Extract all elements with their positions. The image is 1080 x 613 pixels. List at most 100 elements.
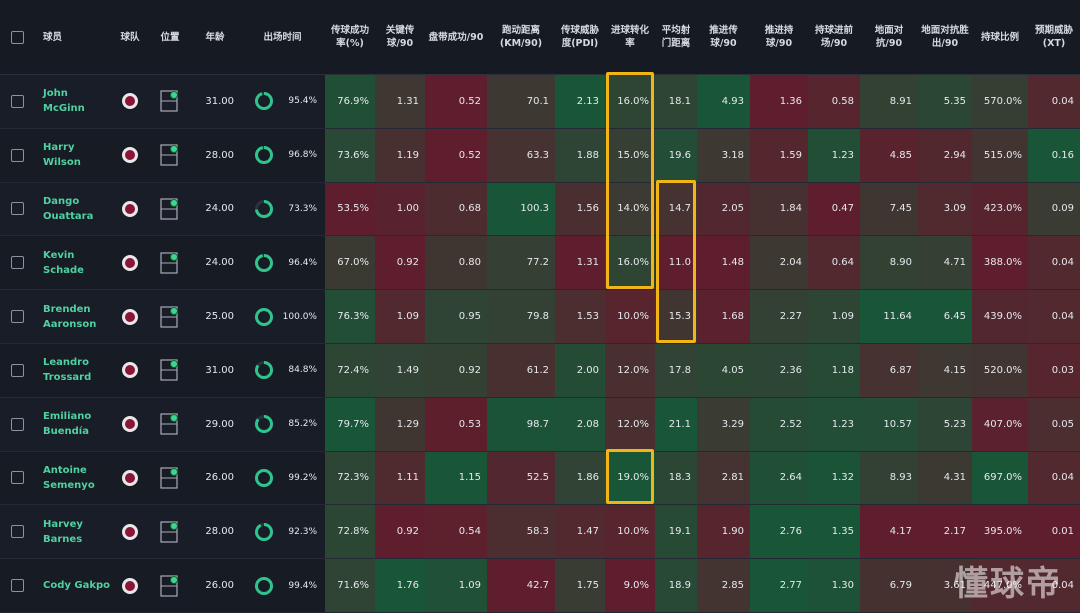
player-name[interactable]: Harry Wilson xyxy=(35,128,110,183)
stat-value: 0.04 xyxy=(1028,290,1080,344)
row-select[interactable] xyxy=(0,559,35,613)
minutes-cell: 96.4% xyxy=(240,236,325,291)
ring-arc xyxy=(255,415,273,434)
ring-arc xyxy=(255,253,273,272)
checkbox[interactable] xyxy=(11,256,24,270)
row-select[interactable] xyxy=(0,397,35,452)
minutes-cell: 100.0% xyxy=(240,290,325,344)
column-header[interactable]: 球队 xyxy=(110,0,150,75)
stat-value: 1.31 xyxy=(555,236,605,291)
stat-value: 2.08 xyxy=(555,397,605,452)
player-name[interactable]: Dango Ouattara xyxy=(35,182,110,237)
column-header[interactable]: 地面对抗/90 xyxy=(860,0,918,75)
column-header[interactable]: 位置 xyxy=(150,0,190,75)
row-select[interactable] xyxy=(0,505,35,560)
stat-value: 0.92 xyxy=(375,236,425,291)
ring-arc xyxy=(255,199,273,218)
stat-value: 6.79 xyxy=(860,559,918,613)
stat-value: 0.54 xyxy=(425,505,487,560)
stat-value: 2.27 xyxy=(750,290,808,344)
stat-value: 58.3 xyxy=(487,505,555,560)
player-name[interactable]: Kevin Schade xyxy=(35,236,110,291)
checkbox[interactable] xyxy=(11,417,24,431)
column-header[interactable]: 平均射门距离 xyxy=(655,0,697,75)
checkbox[interactable] xyxy=(11,202,24,216)
position-cell xyxy=(150,290,190,344)
column-header[interactable]: 出场时间 xyxy=(240,0,325,75)
column-header[interactable]: 持球进前场/90 xyxy=(808,0,860,75)
column-header[interactable]: 关键传球/90 xyxy=(375,0,425,75)
row-select[interactable] xyxy=(0,182,35,237)
checkbox[interactable] xyxy=(11,94,24,108)
stat-value: 11.0 xyxy=(655,236,697,291)
stat-value: 0.58 xyxy=(808,75,860,129)
checkbox[interactable] xyxy=(11,30,24,44)
minutes-cell: 85.2% xyxy=(240,397,325,452)
team-badge-cell xyxy=(110,128,150,183)
stat-value: 407.0% xyxy=(972,397,1028,452)
row-select[interactable] xyxy=(0,236,35,291)
player-name[interactable]: Antoine Semenyo xyxy=(35,451,110,506)
stat-value: 14.0% xyxy=(605,182,655,237)
stat-value: 14.7 xyxy=(655,182,697,237)
stat-value: 2.94 xyxy=(918,128,972,183)
minutes-ring xyxy=(255,92,273,111)
player-name[interactable]: Brenden Aaronson xyxy=(35,290,110,344)
minutes-value: 92.3% xyxy=(288,526,317,537)
stat-value: 4.17 xyxy=(860,505,918,560)
column-header[interactable]: 持球比例 xyxy=(972,0,1028,75)
checkbox[interactable] xyxy=(11,579,24,593)
row-select[interactable] xyxy=(0,75,35,129)
column-header[interactable]: 传球成功率(%) xyxy=(325,0,375,75)
column-header[interactable]: 年龄 xyxy=(190,0,240,75)
stat-value: 4.05 xyxy=(697,344,750,398)
player-name[interactable]: Emiliano Buendía xyxy=(35,397,110,452)
checkbox[interactable] xyxy=(11,525,24,539)
stat-value: 67.0% xyxy=(325,236,375,291)
stat-value: 17.8 xyxy=(655,344,697,398)
stat-value: 19.0% xyxy=(605,451,655,506)
row-select[interactable] xyxy=(0,290,35,344)
minutes-ring xyxy=(255,576,273,595)
stat-value: 1.00 xyxy=(375,182,425,237)
stat-value: 18.3 xyxy=(655,451,697,506)
column-header[interactable]: 地面对抗胜出/90 xyxy=(918,0,972,75)
minutes-ring xyxy=(255,415,273,434)
select-all[interactable] xyxy=(0,0,35,75)
checkbox[interactable] xyxy=(11,148,24,162)
player-name[interactable]: Harvey Barnes xyxy=(35,505,110,560)
stat-value: 77.2 xyxy=(487,236,555,291)
position-icon xyxy=(160,413,178,435)
row-select[interactable] xyxy=(0,344,35,398)
column-header[interactable]: 进球转化率 xyxy=(605,0,655,75)
player-name[interactable]: Leandro Trossard xyxy=(35,344,110,398)
player-name[interactable]: Cody Gakpo xyxy=(35,559,110,613)
age-value: 31.00 xyxy=(190,75,240,129)
player-name[interactable]: John McGinn xyxy=(35,75,110,129)
column-header[interactable]: 推进传球/90 xyxy=(697,0,750,75)
team-badge xyxy=(122,254,138,271)
column-header[interactable]: 球员 xyxy=(35,0,110,75)
stat-value: 1.09 xyxy=(425,559,487,613)
ring-arc xyxy=(255,92,273,111)
stat-value: 10.0% xyxy=(605,505,655,560)
stat-value: 0.03 xyxy=(1028,344,1080,398)
stat-value: 515.0% xyxy=(972,128,1028,183)
team-badge xyxy=(122,362,138,379)
column-header[interactable]: 跑动距离(KM/90) xyxy=(487,0,555,75)
column-header[interactable]: 预期威胁(XT) xyxy=(1028,0,1080,75)
stat-value: 0.09 xyxy=(1028,182,1080,237)
checkbox[interactable] xyxy=(11,310,24,324)
column-header[interactable]: 推进持球/90 xyxy=(750,0,808,75)
position-icon xyxy=(160,521,178,543)
stat-value: 1.31 xyxy=(375,75,425,129)
checkbox[interactable] xyxy=(11,471,24,485)
column-header[interactable]: 盘带成功/90 xyxy=(425,0,487,75)
minutes-ring xyxy=(255,468,273,487)
row-select[interactable] xyxy=(0,128,35,183)
checkbox[interactable] xyxy=(11,363,24,377)
row-select[interactable] xyxy=(0,451,35,506)
stat-value: 1.23 xyxy=(808,128,860,183)
column-header[interactable]: 传球威胁度(PDI) xyxy=(555,0,605,75)
stat-value: 0.92 xyxy=(375,505,425,560)
